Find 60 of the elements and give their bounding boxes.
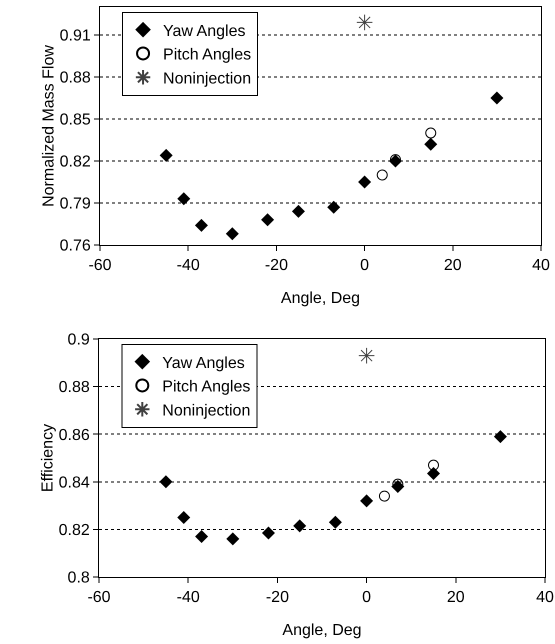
x-tick-label: -60 [87,589,111,606]
y-tick-label: 0.82 [60,154,91,171]
point [328,516,342,529]
y-tick-label: 0.82 [58,522,90,539]
point [262,526,275,540]
y-tick-label: 0.91 [60,28,91,45]
y-tick-label: 0.85 [60,112,91,129]
y-tick-label: 0.88 [60,70,91,87]
point [160,148,173,162]
point [378,490,390,502]
point [292,204,305,218]
point [494,430,507,444]
point [226,227,239,240]
point [425,128,436,138]
y-tick-label: 0.79 [60,196,91,213]
legend-label: Pitch Angles [162,378,250,396]
legend-label: Noninjection [162,402,250,420]
x-tick-label: 40 [532,257,550,274]
point [358,176,372,188]
point [293,519,306,532]
x-tick-label: -20 [264,257,288,274]
x-tick-label: -60 [88,257,112,274]
point [226,532,240,546]
x-tick-label: 20 [446,589,465,606]
point [360,494,374,508]
x-tick-label: 0 [362,589,372,606]
point [358,347,375,364]
y-tick-label: 0.88 [58,379,90,396]
y-tick-label: 0.76 [60,238,91,255]
x-axis-title: Angle, Deg [282,622,362,639]
point [261,213,274,226]
legend-label: Yaw Angles [162,354,245,372]
legend-label: Pitch Angles [163,46,252,64]
point [490,92,504,104]
y-tick-label: 0.84 [58,474,90,492]
y-tick-label: 0.9 [68,332,90,349]
point [428,460,439,471]
legend-label: Noninjection [163,70,252,88]
y-axis-title: Normalized Mass Flow [40,44,58,207]
point [376,170,388,180]
y-axis-title: Efficiency [40,424,57,492]
legend-label: Yaw Angles [163,22,246,40]
point [424,138,438,151]
point [327,200,340,214]
y-tick-label: 0.86 [58,426,90,444]
point [194,218,208,232]
point [356,14,373,31]
point [159,475,172,488]
point [427,466,440,480]
x-tick-label: 40 [536,589,554,606]
x-tick-label: -40 [176,589,200,606]
y-tick-label: 0.8 [68,570,90,587]
point [177,192,190,206]
x-axis-title: Angle, Deg [280,290,360,307]
x-tick-label: -20 [266,589,290,606]
x-tick-label: 20 [444,257,462,274]
x-tick-label: 0 [360,257,370,274]
point [195,530,208,544]
x-tick-label: -40 [176,257,200,274]
point [177,511,190,524]
